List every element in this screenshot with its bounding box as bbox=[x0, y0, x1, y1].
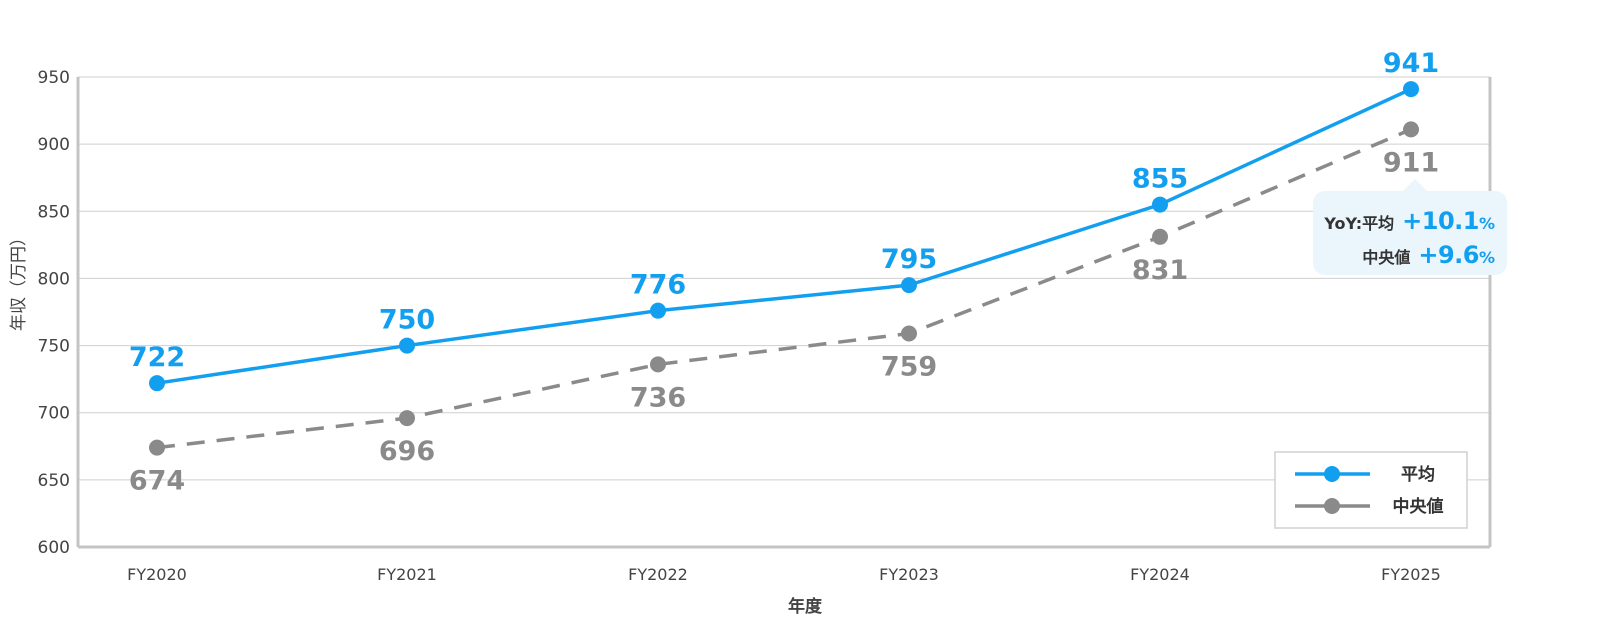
callout-median-unit: % bbox=[1478, 248, 1495, 267]
average-point bbox=[901, 277, 917, 294]
median-point bbox=[1152, 228, 1168, 245]
yoy-callout: YoY:平均 +10.1 % 中央値 +9.6 % bbox=[1313, 191, 1507, 275]
series-lines bbox=[156, 87, 1412, 450]
median-point bbox=[650, 356, 666, 373]
average-point bbox=[1152, 196, 1168, 213]
median-point bbox=[399, 410, 415, 427]
x-tick-label: FY2023 bbox=[879, 565, 939, 584]
x-tick-label: FY2021 bbox=[377, 565, 437, 584]
median-data-label: 759 bbox=[881, 351, 937, 382]
callout-average-unit: % bbox=[1478, 214, 1495, 233]
y-tick-label: 700 bbox=[38, 404, 70, 424]
callout-row-median: 中央値 +9.6 % bbox=[1362, 241, 1495, 269]
average-point bbox=[1403, 81, 1419, 98]
y-axis-title: 年収（万円） bbox=[9, 229, 29, 331]
average-data-label: 750 bbox=[379, 305, 435, 336]
x-tick-label: FY2022 bbox=[628, 565, 688, 584]
legend-swatch-marker bbox=[1324, 466, 1340, 482]
callout-arrow bbox=[1402, 179, 1428, 192]
average-point bbox=[399, 337, 415, 354]
callout-average-label: YoY:平均 bbox=[1324, 214, 1395, 233]
median-point bbox=[1403, 121, 1419, 138]
median-data-label: 831 bbox=[1132, 255, 1188, 286]
y-tick-label: 600 bbox=[38, 538, 70, 558]
y-tick-label: 750 bbox=[38, 337, 70, 357]
legend-swatch-marker bbox=[1324, 498, 1340, 514]
median-series-line bbox=[156, 127, 1412, 450]
callout-row-average: YoY:平均 +10.1 % bbox=[1324, 207, 1495, 235]
legend-box bbox=[1274, 451, 1468, 529]
y-tick-label: 850 bbox=[38, 202, 70, 222]
callout-median-label: 中央値 bbox=[1362, 248, 1411, 267]
grid-lines bbox=[78, 76, 1490, 481]
average-data-label: 776 bbox=[630, 270, 686, 301]
average-point bbox=[650, 302, 666, 319]
data-points bbox=[149, 81, 1419, 456]
x-tick-label: FY2024 bbox=[1130, 565, 1190, 584]
callout-average-value: +10.1 bbox=[1402, 207, 1479, 235]
legend-label: 中央値 bbox=[1393, 496, 1444, 517]
callout-median-value: +9.6 bbox=[1418, 241, 1479, 269]
y-tick-label: 900 bbox=[38, 135, 70, 155]
average-series-line bbox=[156, 87, 1412, 385]
y-tick-label: 650 bbox=[38, 471, 70, 491]
median-data-label: 696 bbox=[379, 436, 435, 467]
median-data-label: 736 bbox=[630, 382, 686, 413]
y-tick-label: 950 bbox=[38, 68, 70, 88]
median-data-label: 911 bbox=[1383, 147, 1439, 178]
data-labels: 674 696 736 759 831 911 722 750 776 795 855 941 bbox=[129, 48, 1439, 497]
average-data-label: 855 bbox=[1132, 164, 1188, 195]
axes bbox=[76, 77, 1492, 549]
y-tick-labels: 600 650 700 750 800 850 900 950 bbox=[38, 68, 70, 558]
average-point bbox=[149, 375, 165, 392]
average-data-label: 795 bbox=[881, 244, 937, 275]
x-tick-labels: FY2020 FY2021 FY2022 FY2023 FY2024 FY2025 bbox=[127, 565, 1441, 584]
x-axis-title: 年度 bbox=[788, 596, 823, 617]
x-tick-label: FY2025 bbox=[1381, 565, 1441, 584]
median-point bbox=[901, 325, 917, 342]
y-tick-label: 800 bbox=[38, 269, 70, 289]
average-data-label: 941 bbox=[1383, 48, 1439, 79]
median-point bbox=[149, 439, 165, 456]
x-tick-label: FY2020 bbox=[127, 565, 187, 584]
average-data-label: 722 bbox=[129, 342, 185, 373]
legend-label: 平均 bbox=[1401, 464, 1435, 485]
median-data-label: 674 bbox=[129, 466, 185, 497]
